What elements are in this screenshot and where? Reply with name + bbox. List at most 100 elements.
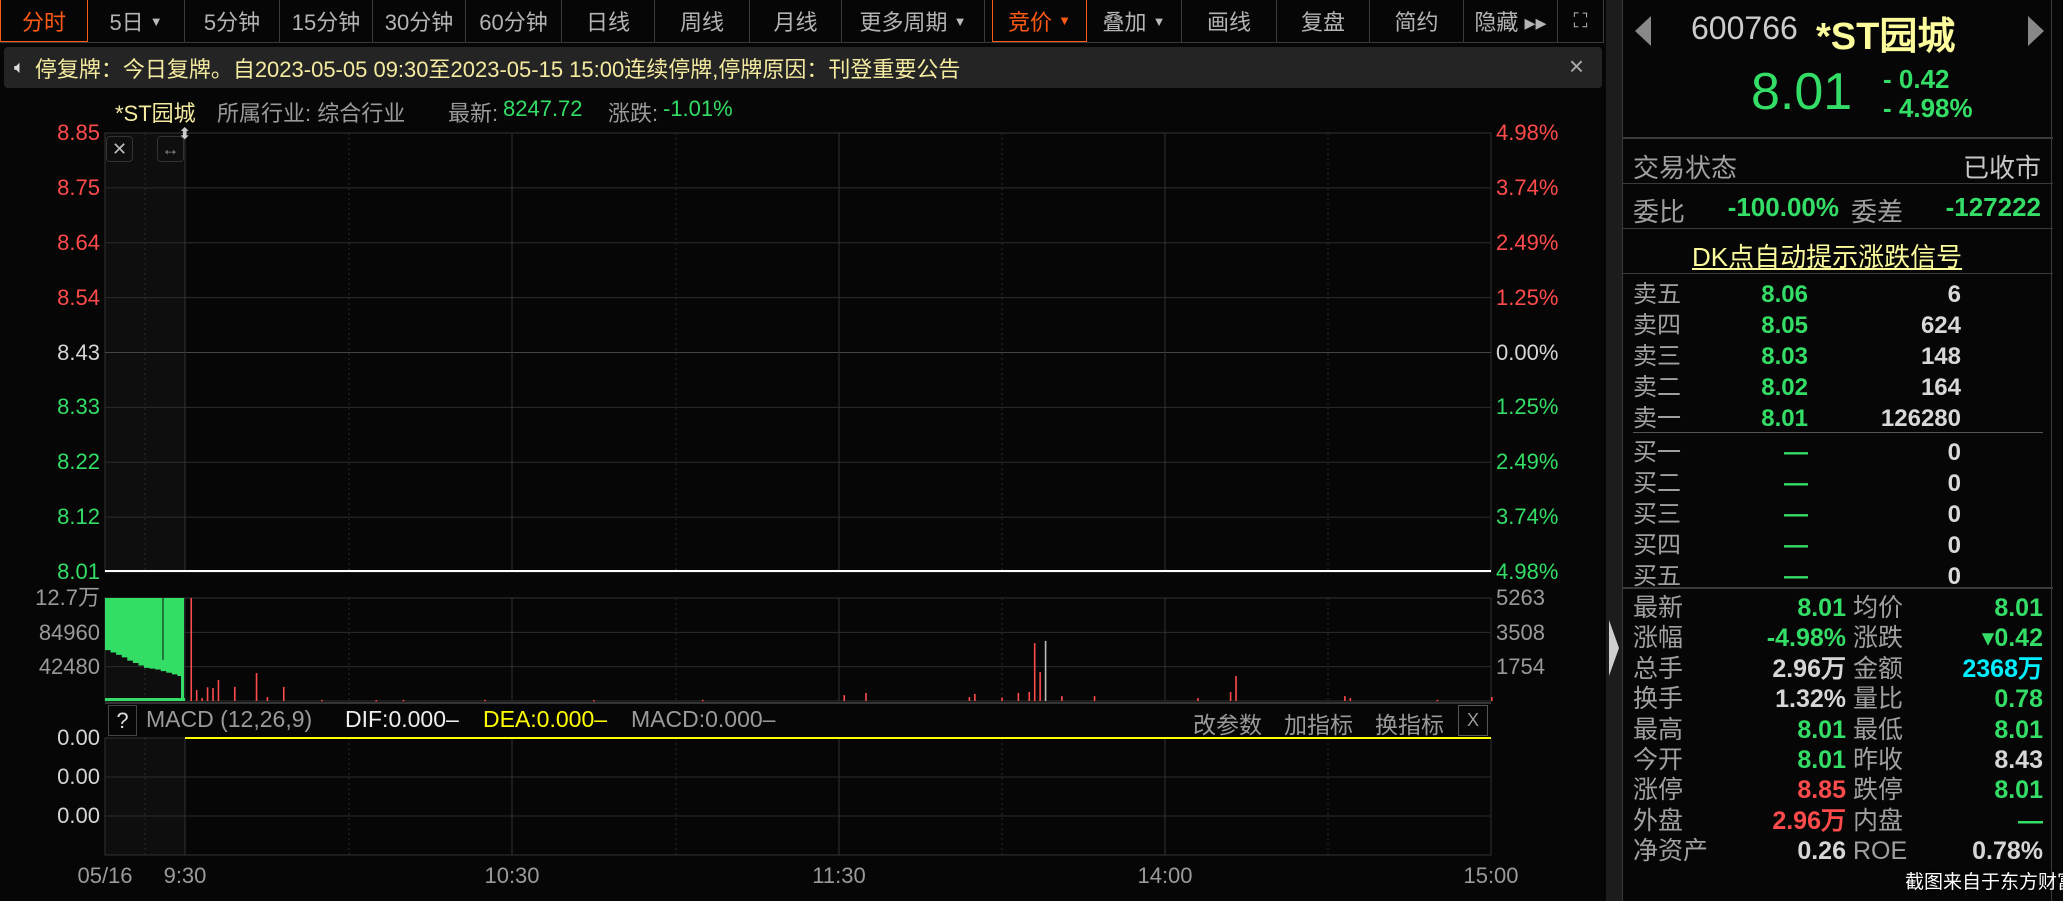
level-volume: 126280 [1880, 405, 1961, 432]
pct-tick: 4.98% [1496, 559, 1559, 584]
pct-tick: 2.49% [1496, 449, 1559, 475]
stock-title: *ST园城 [1816, 16, 1956, 58]
level-label: 买一 [1633, 439, 1681, 466]
pct-tick: 3.74% [1496, 174, 1559, 200]
stat-label: 均价 [1853, 594, 1904, 622]
stat-value: 8.01 [1994, 715, 2043, 744]
asks-row: 卖三 8.03 148 [1633, 341, 2043, 372]
stat-value: 0.26 [1797, 837, 1846, 866]
stat-row: 总手 2.96万 金额 2368万 [1633, 654, 2053, 684]
level-label: 卖三 [1633, 343, 1681, 370]
tab-label: 5分钟 [203, 10, 261, 35]
bids-row: 买二 — 0 [1633, 468, 2043, 499]
stat-value: ▾0.42 [1981, 624, 2043, 653]
bids-row: 买五 — 0 [1633, 561, 2043, 592]
stat-label: 昨收 [1853, 746, 1904, 774]
tab-period-1[interactable]: 5日 ▼ [88, 0, 185, 42]
stat-value: 2368万 [1962, 654, 2043, 683]
tab-period-6[interactable]: 日线 [562, 0, 655, 42]
close-notice-icon[interactable]: × [1568, 51, 1584, 81]
level-price: 8.05 [1761, 312, 1808, 339]
tab-period-15[interactable]: 隐藏 ▸▸ [1464, 0, 1558, 42]
tab-label: 叠加 [1102, 10, 1147, 35]
stat-value: 0.78 [1994, 685, 2043, 714]
level-price: — [1784, 532, 1808, 559]
time-tick: 15:00 [1463, 863, 1519, 888]
time-tick: 14:00 [1137, 863, 1193, 888]
close-auction-icon[interactable]: ✕ [106, 136, 133, 162]
close-indicator-button[interactable]: X [1458, 705, 1488, 736]
resize-horizontal-icon[interactable]: ↔ [157, 136, 184, 162]
volume-bar [190, 598, 193, 701]
macd-name: MACD (12,26,9) [146, 706, 313, 732]
tab-period-4[interactable]: 30分钟 [373, 0, 466, 42]
tab-intraday[interactable]: 分时 [0, 0, 88, 42]
level-label: 卖一 [1633, 405, 1681, 432]
switch-indicator-button[interactable]: 换指标 [1375, 712, 1444, 738]
stat-value: 8.01 [1797, 746, 1846, 774]
asks-row: 卖四 8.05 624 [1633, 310, 2043, 341]
dk-signal-link[interactable]: DK点自动提示涨跌信号 [1692, 242, 1963, 272]
level-price: — [1784, 439, 1808, 466]
stat-value: 8.01 [1797, 594, 1846, 622]
period-toolbar: 分时 5日 ▼ 5分钟 15分钟 30分钟 60分钟 日线 周线 月线 更多周期 ▼ 竞价 ▼ 叠加 ▼ 画线 复… [0, 0, 1604, 43]
add-indicator-button[interactable]: 加指标 [1284, 712, 1353, 738]
tab-period-10[interactable]: 竞价 ▼ [992, 0, 1087, 42]
tab-period-5[interactable]: 60分钟 [466, 0, 562, 42]
panel-splitter[interactable] [1606, 0, 1622, 901]
stat-value: 2.96万 [1772, 654, 1846, 683]
change-value: -1.01% [663, 96, 733, 121]
price-tick: 8.12 [57, 504, 100, 530]
tab-period-11[interactable]: 叠加 ▼ [1087, 0, 1182, 42]
volume-bar [1344, 696, 1346, 701]
next-stock-icon[interactable] [2028, 16, 2044, 46]
tab-period-12[interactable]: 画线 [1182, 0, 1277, 42]
stat-value: 8.01 [1994, 594, 2043, 622]
industry: 所属行业: 综合行业 [217, 101, 406, 126]
edit-params-button[interactable]: 改参数 [1193, 712, 1262, 738]
price-tick: 8.64 [57, 229, 100, 255]
stock-code: 600766 [1691, 10, 1798, 46]
panel-frame [104, 597, 1492, 702]
volume-bar [1197, 698, 1199, 701]
stat-label: 涨停 [1633, 776, 1684, 805]
level-volume: 0 [1947, 532, 1961, 559]
asks-row: 卖五 8.06 6 [1633, 279, 2043, 310]
level-price: 8.01 [1761, 405, 1808, 432]
fullscreen-button[interactable]: ⛶ [1558, 0, 1604, 42]
tab-period-7[interactable]: 周线 [655, 0, 750, 42]
tab-period-14[interactable]: 简约 [1370, 0, 1464, 42]
panel-frame [104, 737, 1492, 856]
level-label: 买三 [1633, 501, 1681, 528]
quote-panel: 600766 *ST园城 8.01 - 0.42 - 4.98% 交易状态 已收… [1622, 0, 2053, 901]
volume-bar [217, 680, 220, 701]
stat-label: 最高 [1633, 715, 1684, 744]
stat-value: 8.01 [1994, 776, 2043, 805]
tab-label: 周线 [679, 10, 724, 35]
volume-bar [1017, 692, 1020, 701]
tab-period-13[interactable]: 复盘 [1277, 0, 1370, 42]
asks-row: 卖二 8.02 164 [1633, 372, 2043, 403]
intraday-chart[interactable] [0, 0, 1620, 901]
volume-bar [593, 700, 595, 702]
expand-icon: ⛶ [1573, 9, 1588, 32]
latest-label: 最新: [448, 101, 499, 126]
stat-value: 8.43 [1994, 746, 2043, 774]
macd-help-button[interactable]: ? [108, 705, 137, 736]
tab-label: 简约 [1394, 10, 1439, 35]
tab-period-8[interactable]: 月线 [750, 0, 842, 42]
tab-period-3[interactable]: 15分钟 [280, 0, 373, 42]
drag-handle-icon[interactable]: ⬍ [178, 126, 192, 143]
notice-text: 停复牌：今日复牌。自2023-05-05 09:30至2023-05-15 15… [34, 56, 961, 82]
tab-period-2[interactable]: 5分钟 [185, 0, 280, 42]
tab-label: 15分钟 [291, 10, 361, 35]
expand-panel-icon[interactable] [1609, 620, 1619, 676]
volume-bar [212, 688, 214, 701]
stat-label: 今开 [1633, 746, 1684, 774]
price-tick: 8.54 [57, 284, 100, 310]
volume-tick: 3508 [1496, 619, 1545, 645]
prev-stock-icon[interactable] [1635, 16, 1651, 46]
level-label: 卖二 [1633, 374, 1681, 401]
tab-period-9[interactable]: 更多周期 ▼ [842, 0, 985, 42]
market-status: 已收市 [1962, 153, 2041, 183]
